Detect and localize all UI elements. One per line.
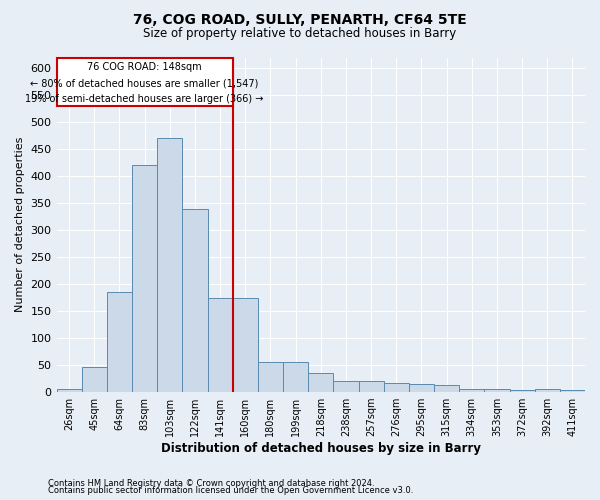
Text: 76 COG ROAD: 148sqm: 76 COG ROAD: 148sqm — [88, 62, 202, 72]
Bar — [107, 292, 132, 392]
Bar — [182, 208, 208, 392]
FancyBboxPatch shape — [56, 58, 233, 106]
Bar — [157, 138, 182, 392]
Bar — [459, 390, 484, 392]
Bar — [56, 390, 82, 392]
Bar — [233, 298, 258, 392]
Bar — [82, 366, 107, 392]
Bar — [359, 382, 383, 392]
Text: Contains public sector information licensed under the Open Government Licence v3: Contains public sector information licen… — [48, 486, 413, 495]
Text: ← 80% of detached houses are smaller (1,547): ← 80% of detached houses are smaller (1,… — [31, 78, 259, 88]
Bar — [208, 298, 233, 392]
Bar — [334, 382, 359, 392]
Bar — [509, 390, 535, 392]
Text: 19% of semi-detached houses are larger (366) →: 19% of semi-detached houses are larger (… — [25, 94, 264, 104]
Bar — [484, 390, 509, 392]
Bar — [132, 166, 157, 392]
Y-axis label: Number of detached properties: Number of detached properties — [15, 137, 25, 312]
Bar — [383, 383, 409, 392]
Bar — [434, 385, 459, 392]
X-axis label: Distribution of detached houses by size in Barry: Distribution of detached houses by size … — [161, 442, 481, 455]
Text: 76, COG ROAD, SULLY, PENARTH, CF64 5TE: 76, COG ROAD, SULLY, PENARTH, CF64 5TE — [133, 12, 467, 26]
Bar — [560, 390, 585, 392]
Text: Contains HM Land Registry data © Crown copyright and database right 2024.: Contains HM Land Registry data © Crown c… — [48, 478, 374, 488]
Text: Size of property relative to detached houses in Barry: Size of property relative to detached ho… — [143, 28, 457, 40]
Bar — [258, 362, 283, 392]
Bar — [535, 390, 560, 392]
Bar — [308, 373, 334, 392]
Bar — [409, 384, 434, 392]
Bar — [283, 362, 308, 392]
